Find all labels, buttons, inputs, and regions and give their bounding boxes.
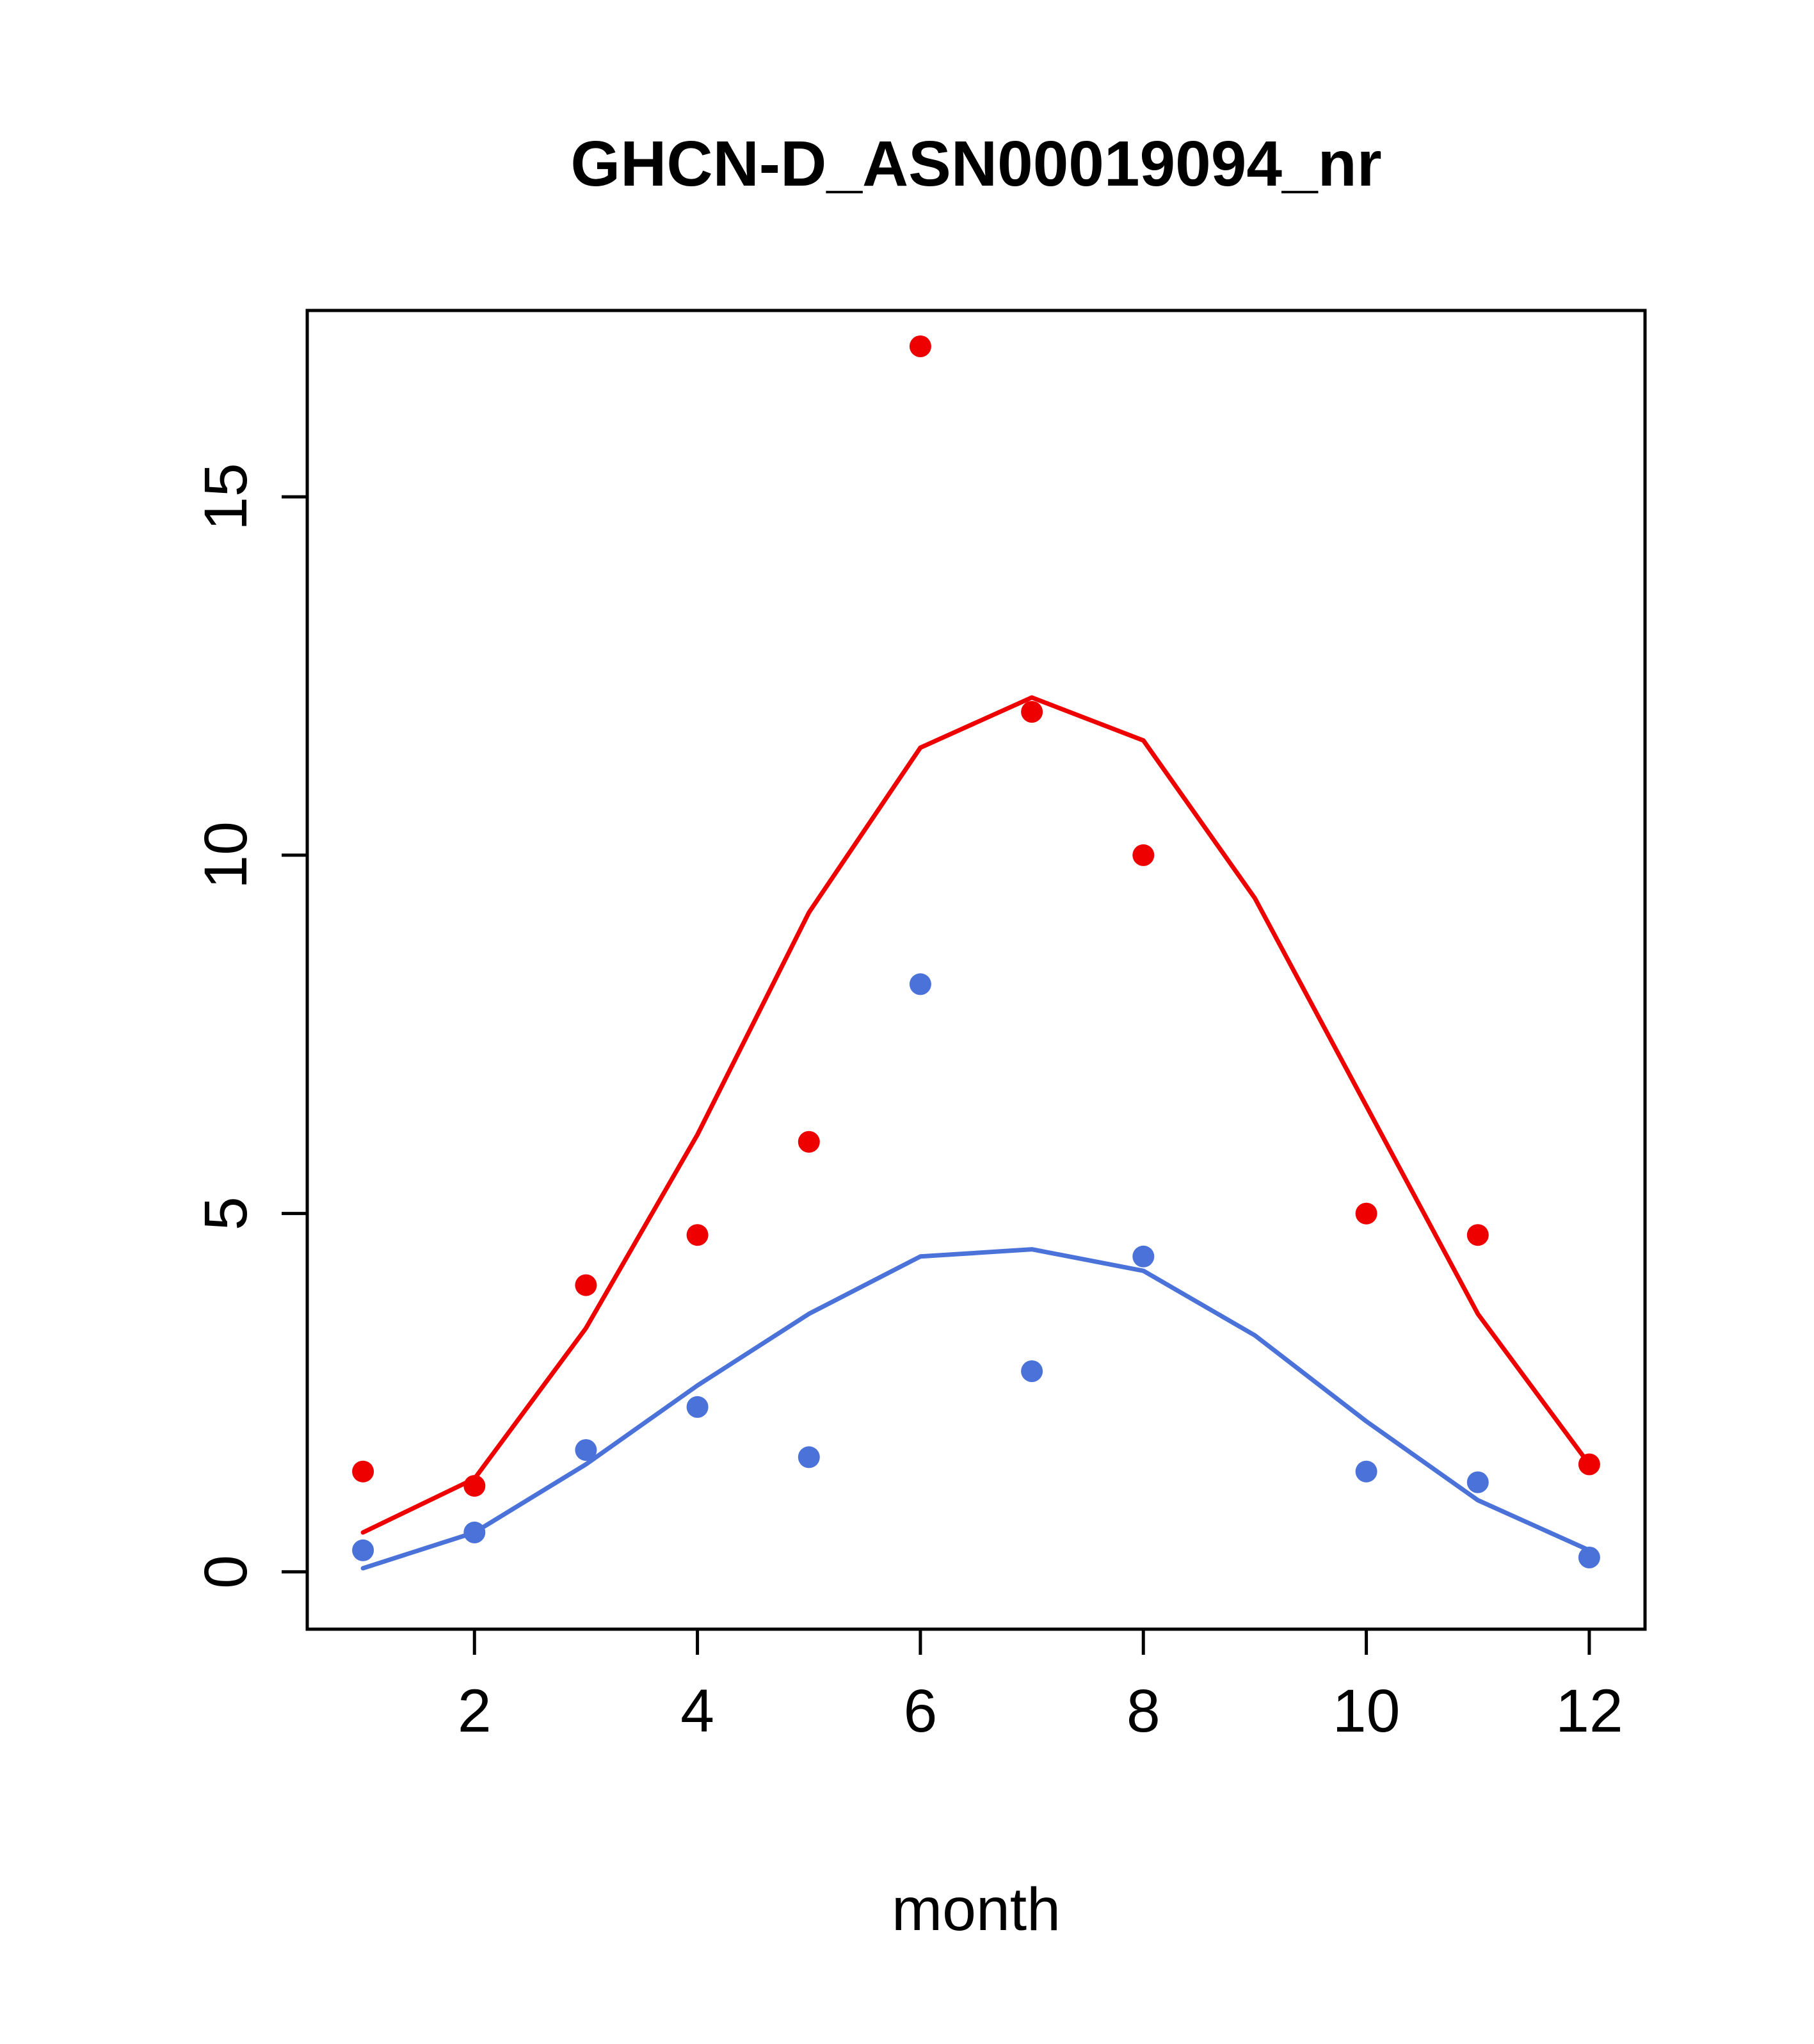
y-axis: 0 5 10 15 xyxy=(192,463,307,1589)
y-tick-label: 10 xyxy=(192,821,260,889)
red-point xyxy=(686,1224,709,1246)
blue-point xyxy=(575,1439,597,1461)
red-point xyxy=(1355,1202,1377,1225)
red-point xyxy=(909,335,931,357)
x-tick-label: 10 xyxy=(1333,1677,1401,1745)
y-tick-label: 0 xyxy=(192,1555,260,1589)
blue-point xyxy=(909,973,931,995)
blue-point xyxy=(1132,1245,1155,1267)
plot-border xyxy=(305,309,1647,1631)
blue-point xyxy=(1021,1360,1043,1382)
x-axis: 2 4 6 8 10 12 xyxy=(458,1629,1623,1745)
blue-trend-line xyxy=(360,1247,1592,1571)
x-tick-label: 12 xyxy=(1555,1677,1623,1745)
blue-point xyxy=(352,1539,374,1561)
series-blue-trend-line xyxy=(360,1247,1592,1571)
data-series xyxy=(352,335,1600,1571)
blue-point xyxy=(798,1446,820,1469)
blue-point xyxy=(1578,1547,1600,1568)
red-point xyxy=(1466,1224,1489,1246)
red-point xyxy=(1578,1453,1600,1476)
series-red-trend-line xyxy=(360,695,1592,1535)
blue-point xyxy=(1466,1471,1489,1493)
x-tick-label: 2 xyxy=(458,1677,492,1745)
series-blue-points xyxy=(352,973,1600,1568)
red-point xyxy=(798,1131,820,1153)
red-point xyxy=(1021,701,1043,723)
x-tick-label: 6 xyxy=(903,1677,937,1745)
red-point xyxy=(352,1460,374,1483)
x-axis-label: month xyxy=(892,1876,1061,1943)
red-point xyxy=(1132,844,1155,866)
y-tick-label: 5 xyxy=(192,1196,260,1230)
blue-point xyxy=(686,1396,709,1418)
chart-title: GHCN-D_ASN00019094_nr xyxy=(570,128,1381,200)
blue-point xyxy=(463,1521,486,1543)
blue-point xyxy=(1355,1460,1377,1483)
x-tick-label: 4 xyxy=(680,1677,714,1745)
y-tick-label: 15 xyxy=(192,463,260,531)
red-point xyxy=(463,1475,486,1497)
x-tick-label: 8 xyxy=(1127,1677,1160,1745)
red-point xyxy=(575,1274,597,1296)
series-red-points xyxy=(352,335,1600,1497)
red-trend-line xyxy=(360,695,1592,1535)
